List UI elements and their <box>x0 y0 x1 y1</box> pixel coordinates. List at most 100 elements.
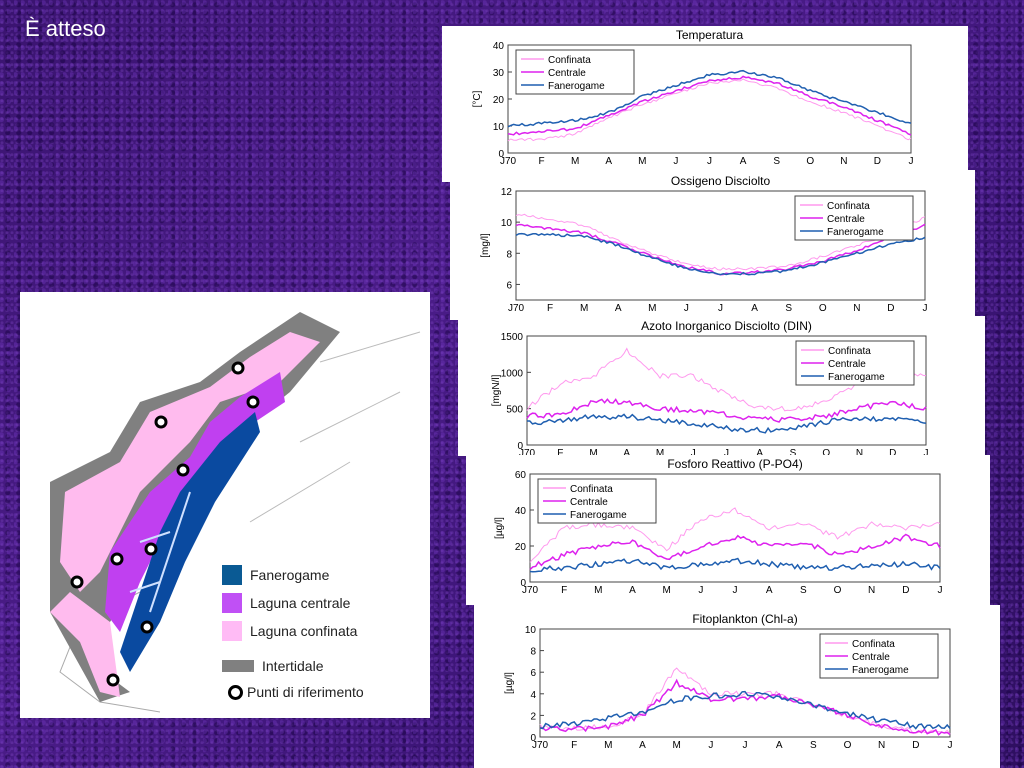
series-line-fanerogame <box>515 232 926 276</box>
legend-label: Fanerogame <box>570 510 627 521</box>
y-tick-label: 40 <box>515 506 527 517</box>
x-tick-label: J <box>724 448 729 456</box>
series-line-fanerogame <box>527 413 927 434</box>
series-line-fanerogame <box>507 69 912 128</box>
lagoon-map-drawing <box>50 312 421 713</box>
legend-intertidale: Intertidale <box>222 658 323 674</box>
x-tick-label: J <box>708 740 713 751</box>
y-axis-label: [µg/l] <box>494 517 505 539</box>
y-tick-label: 30 <box>493 68 505 79</box>
y-tick-label: 10 <box>525 625 537 636</box>
x-tick-label: J <box>743 740 748 751</box>
legend-label: Fanerogame <box>827 227 884 238</box>
legend-label: Fanerogame <box>852 665 909 676</box>
x-tick-label: O <box>844 740 852 751</box>
x-tick-label: N <box>878 740 885 751</box>
y-tick-label: 4 <box>530 690 536 701</box>
y-axis-label: [µg/l] <box>504 672 515 694</box>
x-tick-label: J <box>948 740 953 751</box>
reference-points <box>70 361 260 687</box>
y-tick-label: 1500 <box>501 332 524 343</box>
x-tick-label: J70 <box>522 585 539 596</box>
x-tick-label: J <box>691 448 696 456</box>
legend-label: Confinata <box>827 201 870 212</box>
x-tick-label: S <box>790 448 797 456</box>
series-line-fanerogame <box>539 690 951 730</box>
x-tick-label: J <box>684 303 689 314</box>
legend-centrale: Laguna centrale <box>222 593 350 613</box>
y-tick-label: 0 <box>530 733 536 744</box>
x-tick-label: O <box>834 585 842 596</box>
x-tick-label: J <box>733 585 738 596</box>
fanerogame-swatch <box>222 565 242 585</box>
y-tick-label: 6 <box>506 280 512 291</box>
chart-panel-1: Ossigeno Disciolto 6 8 10 12 J70 F M A M J J A S O N D J [… <box>450 170 975 320</box>
x-tick-label: A <box>639 740 646 751</box>
x-tick-label: N <box>840 156 847 167</box>
chart-panel-0: Temperatura 0 10 20 30 40 J70 F M A M J J A S O N D J [°C] C… <box>442 26 968 182</box>
y-tick-label: 20 <box>515 542 527 553</box>
y-tick-label: 500 <box>506 405 523 416</box>
x-tick-label: M <box>656 448 664 456</box>
x-tick-label: J <box>924 448 929 456</box>
y-tick-label: 6 <box>530 668 536 679</box>
point-marker-icon <box>228 684 243 700</box>
x-tick-label: A <box>615 303 622 314</box>
legend-label: Centrale <box>852 652 890 663</box>
x-tick-label: J70 <box>532 740 549 751</box>
chart-svg: Fitoplankton (Chl-a) 0 2 4 6 8 10 J70 F M A M J J A S O N… <box>504 612 953 751</box>
x-tick-label: F <box>547 303 553 314</box>
x-tick-label: J <box>938 585 943 596</box>
x-tick-label: S <box>773 156 780 167</box>
y-tick-label: 20 <box>493 95 505 106</box>
x-tick-label: N <box>856 448 863 456</box>
x-tick-label: J <box>698 585 703 596</box>
x-tick-label: J <box>707 156 712 167</box>
x-tick-label: M <box>638 156 646 167</box>
legend-label: Centrale <box>827 214 865 225</box>
x-tick-label: A <box>623 448 630 456</box>
y-axis-label: [°C] <box>472 90 483 107</box>
x-tick-label: M <box>571 156 579 167</box>
series-line-centrale <box>507 75 912 136</box>
slide-title: È atteso <box>25 16 106 41</box>
x-tick-label: J <box>673 156 678 167</box>
y-tick-label: 10 <box>501 218 513 229</box>
y-tick-label: 12 <box>501 187 513 198</box>
x-tick-label: M <box>672 740 680 751</box>
x-tick-label: N <box>853 303 860 314</box>
x-tick-label: A <box>605 156 612 167</box>
legend-label: Fanerogame <box>828 372 885 383</box>
x-tick-label: O <box>806 156 814 167</box>
series-line-confinata <box>507 78 912 142</box>
legend-label: Fanerogame <box>548 81 605 92</box>
x-tick-label: J <box>718 303 723 314</box>
x-tick-label: D <box>887 303 894 314</box>
x-tick-label: D <box>889 448 896 456</box>
chart-title: Temperatura <box>676 28 744 42</box>
chart-panel-3: Fosforo Reattivo (P-PO4) 0 20 40 60 J70 F M A M J J… <box>466 455 990 605</box>
x-tick-label: M <box>580 303 588 314</box>
legend-label: Confinata <box>548 55 591 66</box>
legend-fanerogame: Fanerogame <box>222 565 329 585</box>
legend-label: Laguna centrale <box>250 595 351 611</box>
x-tick-label: A <box>751 303 758 314</box>
confinata-swatch <box>222 621 242 641</box>
y-axis-label: [mg/l] <box>480 233 491 258</box>
legend-label: Confinata <box>570 484 613 495</box>
legend-punti: Punti di riferimento <box>228 684 364 700</box>
series-line-centrale <box>526 398 927 423</box>
y-tick-label: 8 <box>506 249 512 260</box>
x-tick-label: M <box>589 448 597 456</box>
confinata-area <box>60 332 320 592</box>
legend-label: Fanerogame <box>250 567 330 583</box>
x-tick-label: A <box>629 585 636 596</box>
y-tick-label: 40 <box>493 41 505 52</box>
x-tick-label: M <box>662 585 670 596</box>
x-tick-label: S <box>810 740 817 751</box>
series-line-confinata <box>515 213 926 271</box>
series-line-centrale <box>539 678 951 736</box>
x-tick-label: F <box>561 585 567 596</box>
x-tick-label: J70 <box>508 303 525 314</box>
x-tick-label: J <box>909 156 914 167</box>
